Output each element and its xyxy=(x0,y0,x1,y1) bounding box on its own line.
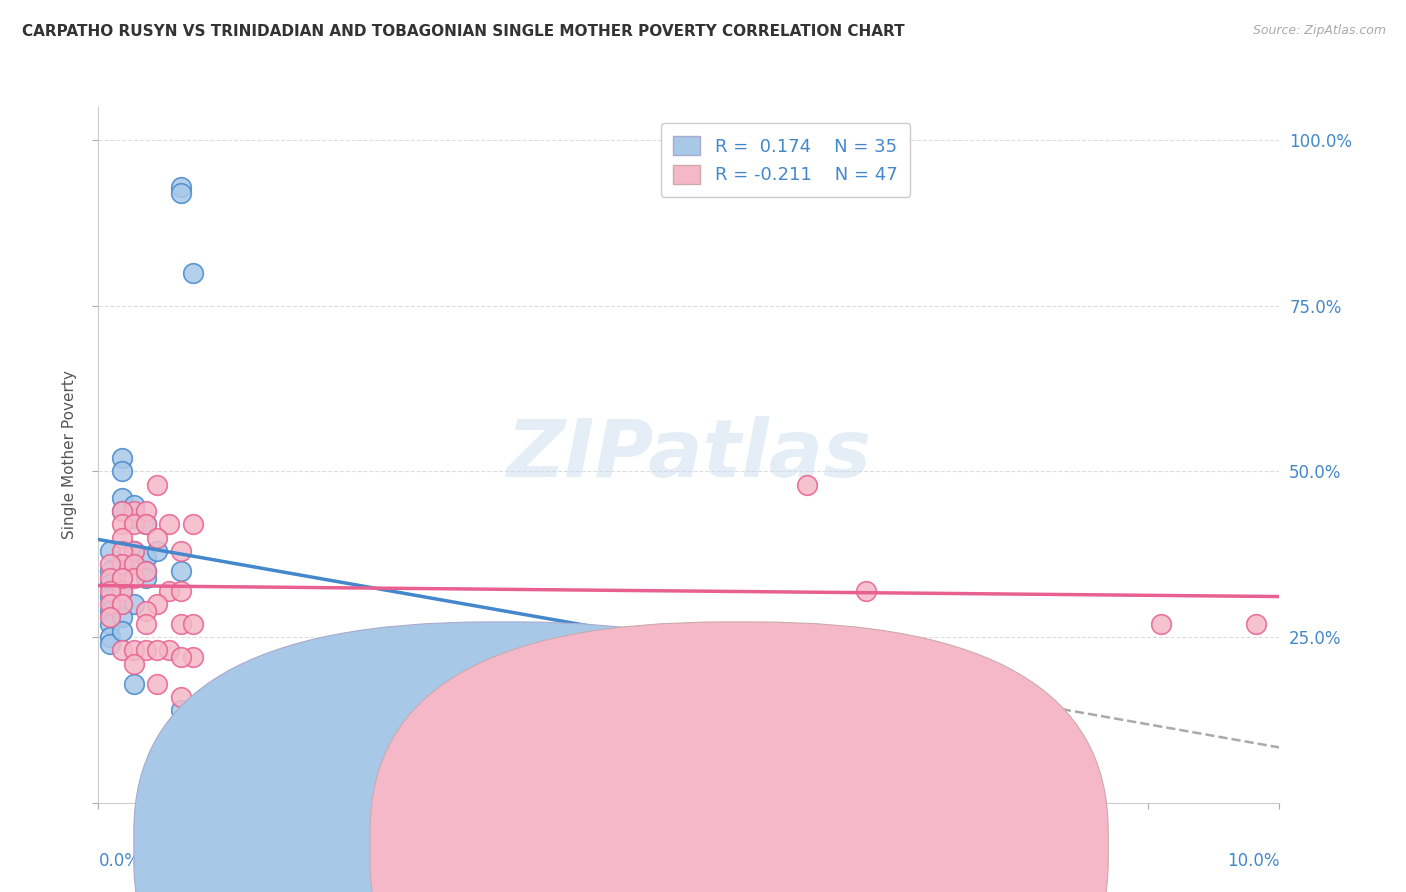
Text: CARPATHO RUSYN VS TRINIDADIAN AND TOBAGONIAN SINGLE MOTHER POVERTY CORRELATION C: CARPATHO RUSYN VS TRINIDADIAN AND TOBAGO… xyxy=(21,23,904,38)
Point xyxy=(122,676,145,690)
Point xyxy=(98,597,121,611)
Point xyxy=(122,498,145,512)
Point xyxy=(111,544,134,558)
Point xyxy=(122,597,145,611)
Point xyxy=(111,531,134,545)
Point xyxy=(135,643,157,657)
Point xyxy=(111,610,134,624)
Point xyxy=(170,616,193,631)
Point xyxy=(111,558,134,572)
Text: Carpatho Rusyns: Carpatho Rusyns xyxy=(536,852,665,866)
Point xyxy=(98,544,121,558)
Point xyxy=(98,591,121,605)
Point xyxy=(157,643,180,657)
Point xyxy=(111,597,134,611)
Point xyxy=(170,703,193,717)
Point xyxy=(170,690,193,704)
Point xyxy=(98,630,121,644)
Point xyxy=(98,616,121,631)
Point xyxy=(170,186,193,201)
Point xyxy=(111,491,134,505)
Point xyxy=(111,643,134,657)
Point xyxy=(98,610,121,624)
Point xyxy=(135,517,157,532)
Point xyxy=(157,517,180,532)
Point xyxy=(122,511,145,525)
Text: 10.0%: 10.0% xyxy=(1227,852,1279,870)
Point xyxy=(135,604,157,618)
Point xyxy=(135,570,157,584)
Point xyxy=(146,477,169,491)
Point xyxy=(170,544,193,558)
Point xyxy=(98,577,121,591)
Point xyxy=(146,643,169,657)
Point xyxy=(98,604,121,618)
Point xyxy=(135,504,157,518)
Point xyxy=(122,643,145,657)
Point xyxy=(111,517,134,532)
Point xyxy=(111,624,134,638)
Point xyxy=(111,558,134,572)
Point xyxy=(122,558,145,572)
Point xyxy=(135,616,157,631)
FancyBboxPatch shape xyxy=(134,622,872,892)
Point xyxy=(181,616,204,631)
Point xyxy=(135,564,157,578)
Point xyxy=(146,544,169,558)
Point xyxy=(111,465,134,479)
Point xyxy=(135,550,157,565)
Point xyxy=(111,504,134,518)
Point xyxy=(122,657,145,671)
Point xyxy=(98,637,121,651)
Point xyxy=(146,531,169,545)
Point xyxy=(170,179,193,194)
FancyBboxPatch shape xyxy=(370,622,1108,892)
Point xyxy=(122,517,145,532)
Point xyxy=(122,558,145,572)
Point xyxy=(855,743,877,757)
Point xyxy=(181,517,204,532)
Point xyxy=(855,583,877,598)
Point xyxy=(135,564,157,578)
Point xyxy=(796,477,818,491)
Text: 0.0%: 0.0% xyxy=(98,852,141,870)
Text: Trinidadians and Tobagonians: Trinidadians and Tobagonians xyxy=(772,852,997,866)
Text: ZIPatlas: ZIPatlas xyxy=(506,416,872,494)
Point xyxy=(122,544,145,558)
Text: Source: ZipAtlas.com: Source: ZipAtlas.com xyxy=(1253,23,1386,37)
Point xyxy=(111,583,134,598)
Point xyxy=(122,504,145,518)
Point xyxy=(146,597,169,611)
Point xyxy=(111,570,134,584)
Y-axis label: Single Mother Poverty: Single Mother Poverty xyxy=(62,370,77,540)
Point xyxy=(111,451,134,466)
Point xyxy=(181,650,204,665)
Point xyxy=(135,517,157,532)
Point xyxy=(157,583,180,598)
Point xyxy=(170,583,193,598)
Point xyxy=(181,266,204,280)
Point xyxy=(98,558,121,572)
Point xyxy=(111,583,134,598)
Legend: R =  0.174    N = 35, R = -0.211    N = 47: R = 0.174 N = 35, R = -0.211 N = 47 xyxy=(661,123,910,197)
Point xyxy=(111,570,134,584)
Point xyxy=(1244,616,1267,631)
Point xyxy=(111,597,134,611)
Point xyxy=(170,564,193,578)
Point xyxy=(170,650,193,665)
Point xyxy=(1150,616,1173,631)
Point xyxy=(111,504,134,518)
Point xyxy=(146,676,169,690)
Point xyxy=(122,570,145,584)
Point xyxy=(98,583,121,598)
Point xyxy=(122,544,145,558)
Point xyxy=(98,570,121,584)
Point xyxy=(98,564,121,578)
